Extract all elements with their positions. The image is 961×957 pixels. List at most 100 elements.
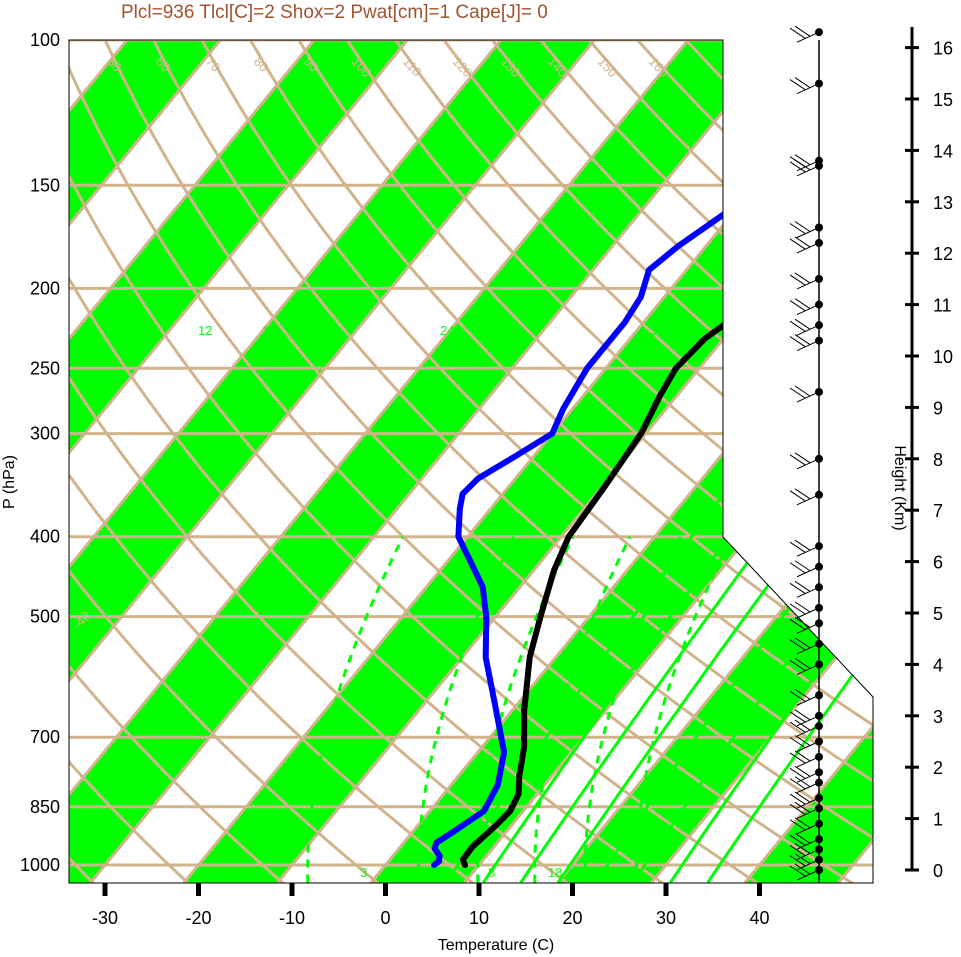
green-band: [69, 40, 626, 883]
wind-barb: [789, 709, 820, 727]
wind-barb: [789, 488, 820, 506]
isotherm-line: [0, 2, 64, 899]
mixing-ratio-label: 18: [548, 865, 562, 880]
green-bands: [0, 2, 873, 899]
moist-adiabat-line: [669, 321, 873, 883]
green-band: [69, 40, 439, 883]
wind-barb: [789, 817, 820, 835]
isotherm-line: [730, 40, 873, 883]
green-band: [0, 2, 64, 899]
wind-barb: [789, 580, 820, 598]
wind-barb: [789, 637, 820, 655]
wind-barb: [789, 719, 820, 737]
height-tick-label: 5: [933, 604, 943, 624]
isotherm-label: 20: [727, 236, 748, 257]
wind-barb: [789, 616, 820, 634]
wind-barb: [789, 25, 820, 43]
wind-barb: [789, 791, 820, 809]
dry-adiabat-line: [322, 40, 873, 883]
wind-barb: [789, 801, 820, 819]
dry-adiabat-line: [69, 40, 207, 883]
pressure-tick-label: 200: [30, 278, 60, 298]
height-tick-label: 13: [933, 193, 953, 213]
wind-barb: [789, 776, 820, 794]
height-tick-label: 16: [933, 39, 953, 59]
plot-border: [68, 39, 874, 884]
height-tick-label: 6: [933, 553, 943, 573]
wind-barb: [789, 853, 820, 871]
height-tick-label: 8: [933, 450, 943, 470]
wind-barb: [789, 318, 820, 336]
wind-barb-column: [789, 25, 823, 883]
temperature-tick-label: -20: [185, 908, 211, 928]
isotherm-line: [543, 40, 873, 883]
height-tick-label: 10: [933, 347, 953, 367]
pressure-tick-label: 150: [30, 175, 60, 195]
isotherm-label: 10: [727, 339, 748, 360]
mixing-ratio-label: 8: [488, 865, 495, 880]
plot-area: 50 60 70 80 90 100 110 120 130 140 150 1603020100-1…: [0, 2, 873, 899]
temperature-tick-label: 30: [656, 908, 676, 928]
isotherm-line: [69, 40, 721, 883]
chart-title: Plcl=936 Tlcl[C]=2 Shox=2 Pwat[cm]=1 Cap…: [121, 2, 548, 23]
green-band: [544, 40, 873, 883]
wind-barb: [789, 298, 820, 316]
temperature-tick-label: -30: [92, 908, 118, 928]
wind-barb: [789, 236, 820, 254]
dewpoint-profile-line: [431, 71, 873, 868]
x-axis-title: Temperature (C): [438, 937, 554, 954]
height-tick-label: 0: [933, 861, 943, 881]
dry-adiabat-line: [69, 40, 495, 883]
dry-adiabat-line: [87, 40, 873, 883]
moist-adiabat-line: [631, 321, 873, 883]
temperature-tick-label: 20: [562, 908, 582, 928]
pressure-tick-label: 400: [30, 527, 60, 547]
moist-adiabat-label: 12: [198, 323, 212, 338]
temperature-tick-label: 40: [749, 908, 769, 928]
dry-adiabat-line: [69, 40, 399, 883]
wind-barb: [789, 154, 820, 172]
height-tick-label: 7: [933, 501, 943, 521]
dry-adiabat-line: [369, 40, 873, 883]
dry-adiabat-line: [69, 40, 783, 883]
wind-barb: [789, 221, 820, 238]
height-tick-label: 11: [933, 296, 952, 316]
dry-adiabat-line: [69, 40, 873, 883]
wind-barb: [789, 688, 820, 706]
temperature-tick-label: 10: [469, 908, 489, 928]
dry-adiabat-line: [69, 40, 687, 883]
height-tick-label: 14: [933, 141, 953, 161]
isotherm-line: [69, 40, 347, 883]
height-tick-label: 3: [933, 707, 943, 727]
pressure-tick-label: 1000: [20, 855, 60, 875]
dry-adiabat-line: [69, 40, 591, 883]
isotherm-line: [69, 40, 534, 883]
isotherm-label: 30: [727, 121, 748, 142]
height-tick-label: 15: [933, 90, 953, 110]
isotherm-line: [69, 40, 627, 883]
wind-barb: [789, 560, 820, 578]
wind-barb: [789, 77, 820, 95]
height-axis-title: Height (Km): [891, 445, 908, 530]
temperature-tick-label: 0: [380, 908, 390, 928]
wind-barb: [789, 539, 820, 557]
moist-adiabat-label: 24: [440, 323, 454, 338]
wind-barb: [789, 272, 820, 290]
wind-barb: [789, 832, 820, 850]
pressure-tick-label: 850: [30, 797, 60, 817]
wind-barb: [789, 334, 820, 352]
pressure-axis: 100 150 200 250 300 400 500 700 850 1000: [20, 30, 60, 875]
green-band: [69, 40, 813, 883]
isotherm-label: -30: [842, 648, 866, 672]
isotherm-label: 0: [727, 461, 743, 477]
wind-barb: [789, 750, 820, 768]
dry-adiabat-line: [0, 2, 14, 899]
wind-barb: [789, 601, 820, 619]
wind-barb: [789, 657, 820, 675]
height-tick-label: 12: [933, 244, 953, 264]
isotherm-line: [69, 40, 253, 883]
moist-adiabat-label: 32: [650, 323, 664, 338]
pressure-tick-label: 500: [30, 607, 60, 627]
dry-adiabat-line: [228, 40, 873, 883]
wind-barb: [789, 863, 820, 881]
